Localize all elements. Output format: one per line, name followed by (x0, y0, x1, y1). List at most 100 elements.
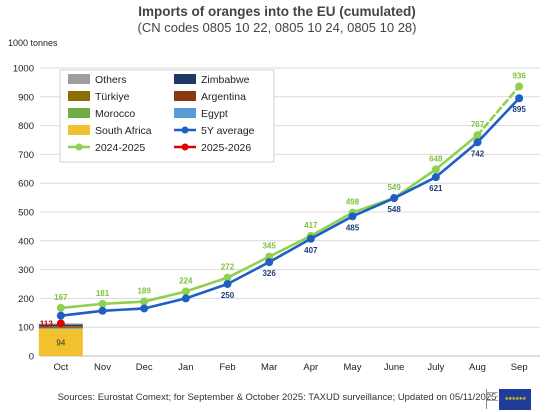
data-point (98, 306, 107, 315)
data-label: 272 (221, 263, 235, 272)
y-tick-label: 0 (29, 352, 34, 363)
data-point (473, 138, 482, 147)
series-line-segment (392, 175, 438, 200)
source-note: Sources: Eurostat Comext; for September … (57, 392, 497, 403)
series-line-segment (101, 307, 146, 313)
series-line-segment (184, 282, 229, 300)
data-label: 113 (40, 319, 53, 328)
data-point (265, 252, 274, 261)
eu-flag-icon: ★★★★★★ (499, 389, 531, 410)
x-tick-label: Aug (469, 362, 486, 373)
european-commission-logo (486, 389, 498, 409)
data-point (140, 297, 149, 306)
legend-label: South Africa (95, 125, 152, 137)
data-point (515, 82, 524, 91)
legend-swatch (174, 91, 196, 101)
x-tick-label: Oct (53, 362, 68, 373)
y-tick-label: 700 (18, 150, 34, 161)
data-label: 895 (512, 105, 526, 114)
legend-swatch (174, 74, 196, 84)
series-line-segment (142, 297, 188, 310)
series-line-segment (267, 234, 313, 258)
data-point (515, 94, 524, 103)
data-label: 417 (304, 221, 318, 230)
legend-swatch (68, 74, 90, 84)
data-label: 485 (346, 223, 360, 232)
chart-subtitle: (CN codes 0805 10 22, 0805 10 24, 0805 1… (137, 20, 417, 35)
legend-label: Morocco (95, 108, 135, 120)
legend-swatch-marker (181, 126, 189, 134)
legend-swatch (68, 91, 90, 101)
legend-label: 5Y average (201, 125, 255, 137)
x-tick-label: Mar (261, 362, 277, 373)
data-label: 224 (179, 276, 193, 285)
chart-title: Imports of oranges into the EU (cumulate… (138, 4, 416, 19)
chart-plot: 0 100 200 300 400 500 600 700 800 900 1000 Oct Nov De… (13, 64, 540, 373)
data-point (473, 131, 482, 140)
data-point (56, 311, 65, 320)
data-point (56, 319, 65, 328)
x-tick-label: May (344, 362, 362, 373)
series-line-segment (309, 215, 354, 241)
y-tick-label: 800 (18, 121, 34, 132)
data-point (223, 273, 232, 282)
data-label: 549 (387, 183, 401, 192)
data-label: 407 (304, 246, 318, 255)
bar-segment-morocco (38, 327, 83, 329)
legend-label: Zimbabwe (201, 74, 250, 86)
data-label: 548 (387, 205, 401, 214)
x-tick-label: Jan (178, 362, 193, 373)
series-line-segment (142, 290, 188, 303)
data-point (431, 165, 440, 174)
x-tick-label: Nov (94, 362, 111, 373)
bar-data-label: 94 (56, 338, 65, 347)
legend-swatch (68, 108, 90, 118)
x-tick-label: June (384, 362, 405, 373)
data-label: 742 (471, 149, 485, 158)
y-tick-label: 1000 (13, 64, 34, 75)
data-label: 648 (429, 154, 443, 163)
series-line-segment (351, 196, 396, 218)
legend-box (59, 69, 275, 163)
legend-swatch (174, 108, 196, 118)
series-line-segment (101, 300, 146, 306)
data-label: 498 (346, 198, 360, 207)
series-line-segment (226, 255, 271, 279)
series-line-segment (59, 302, 104, 310)
data-point (265, 258, 274, 267)
y-axis-unit-label: 1000 tonnes (8, 38, 58, 48)
legend-swatch-marker (75, 143, 83, 151)
data-point (181, 294, 190, 303)
data-label: 167 (54, 293, 68, 302)
y-tick-label: 300 (18, 265, 34, 276)
data-label: 326 (262, 269, 276, 278)
series-line-segment (434, 141, 479, 179)
x-tick-label: Sep (511, 362, 528, 373)
data-point (140, 304, 149, 313)
data-point (431, 173, 440, 182)
series-line-segment (434, 133, 479, 171)
series-line-segment (309, 211, 354, 238)
bar-segment-south-africa (38, 328, 83, 356)
data-label: 936 (512, 71, 526, 80)
legend-swatch (68, 125, 90, 135)
y-tick-label: 900 (18, 92, 34, 103)
x-tick-label: Feb (219, 362, 235, 373)
data-point (348, 212, 357, 221)
data-point (223, 280, 232, 288)
series-line-segment (267, 237, 313, 264)
legend-label: 2025-2026 (201, 142, 251, 154)
legend-label: Others (95, 74, 127, 86)
y-tick-label: 200 (18, 294, 34, 305)
series-line-segment (184, 276, 229, 293)
series-line-segment (476, 96, 521, 144)
legend-label: 2024-2025 (95, 142, 145, 154)
y-tick-label: 600 (18, 179, 34, 190)
bar-segment-egypt (38, 328, 83, 329)
data-label: 345 (262, 242, 276, 251)
legend-label: Türkiye (95, 91, 130, 103)
data-label: 189 (137, 287, 151, 296)
series-line-segment (476, 85, 521, 137)
series-line-segment (392, 168, 438, 200)
y-tick-label: 100 (18, 323, 34, 334)
